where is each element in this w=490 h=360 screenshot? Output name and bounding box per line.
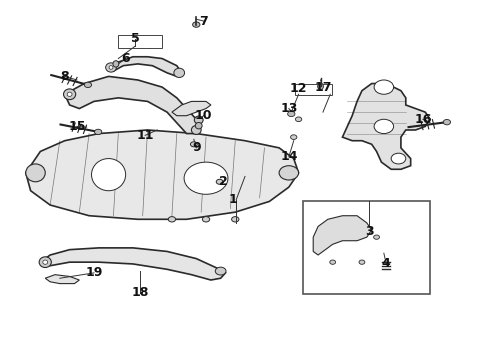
- Text: 11: 11: [136, 129, 154, 142]
- Text: 18: 18: [131, 286, 149, 299]
- Polygon shape: [172, 102, 211, 116]
- Ellipse shape: [279, 166, 298, 180]
- Ellipse shape: [374, 80, 393, 94]
- Text: 13: 13: [280, 102, 297, 115]
- Ellipse shape: [43, 260, 48, 264]
- Polygon shape: [313, 216, 372, 255]
- Ellipse shape: [291, 135, 297, 139]
- Text: 14: 14: [280, 150, 297, 163]
- Ellipse shape: [216, 179, 223, 184]
- Ellipse shape: [191, 142, 197, 147]
- Text: 12: 12: [290, 82, 307, 95]
- Polygon shape: [45, 275, 79, 284]
- Ellipse shape: [232, 217, 239, 222]
- Ellipse shape: [67, 92, 72, 96]
- Text: 10: 10: [195, 109, 212, 122]
- Ellipse shape: [374, 119, 393, 134]
- Polygon shape: [109, 57, 182, 76]
- Ellipse shape: [106, 63, 116, 72]
- Ellipse shape: [195, 116, 203, 124]
- Ellipse shape: [92, 158, 125, 191]
- Ellipse shape: [288, 111, 295, 117]
- Polygon shape: [343, 84, 430, 169]
- Polygon shape: [26, 130, 298, 219]
- Text: 17: 17: [314, 81, 332, 94]
- Ellipse shape: [174, 68, 185, 77]
- Ellipse shape: [109, 66, 113, 69]
- Ellipse shape: [391, 153, 406, 164]
- Text: 3: 3: [365, 225, 373, 238]
- Text: 6: 6: [122, 52, 130, 65]
- Ellipse shape: [64, 89, 75, 100]
- Text: 9: 9: [192, 141, 200, 154]
- Ellipse shape: [443, 120, 451, 125]
- Text: 4: 4: [382, 257, 391, 270]
- Ellipse shape: [215, 267, 226, 275]
- Text: 15: 15: [68, 120, 86, 133]
- Ellipse shape: [113, 61, 119, 67]
- Text: 7: 7: [199, 14, 208, 27]
- Ellipse shape: [192, 126, 201, 134]
- Ellipse shape: [202, 217, 210, 222]
- Text: 8: 8: [60, 70, 69, 83]
- Ellipse shape: [95, 129, 102, 135]
- Text: 2: 2: [219, 175, 227, 188]
- Ellipse shape: [318, 83, 323, 90]
- Ellipse shape: [330, 260, 336, 264]
- Ellipse shape: [26, 164, 45, 182]
- Ellipse shape: [168, 217, 175, 222]
- Ellipse shape: [193, 22, 200, 27]
- Polygon shape: [65, 76, 201, 134]
- Text: 19: 19: [85, 266, 102, 279]
- Ellipse shape: [196, 122, 202, 129]
- Ellipse shape: [84, 82, 92, 87]
- Text: 1: 1: [228, 193, 237, 206]
- FancyBboxPatch shape: [303, 202, 430, 294]
- Ellipse shape: [359, 260, 365, 264]
- Text: 5: 5: [131, 32, 140, 45]
- Polygon shape: [40, 248, 225, 280]
- Ellipse shape: [374, 235, 379, 239]
- Ellipse shape: [295, 117, 302, 122]
- Ellipse shape: [184, 162, 228, 194]
- Ellipse shape: [39, 257, 51, 267]
- Text: 16: 16: [414, 113, 432, 126]
